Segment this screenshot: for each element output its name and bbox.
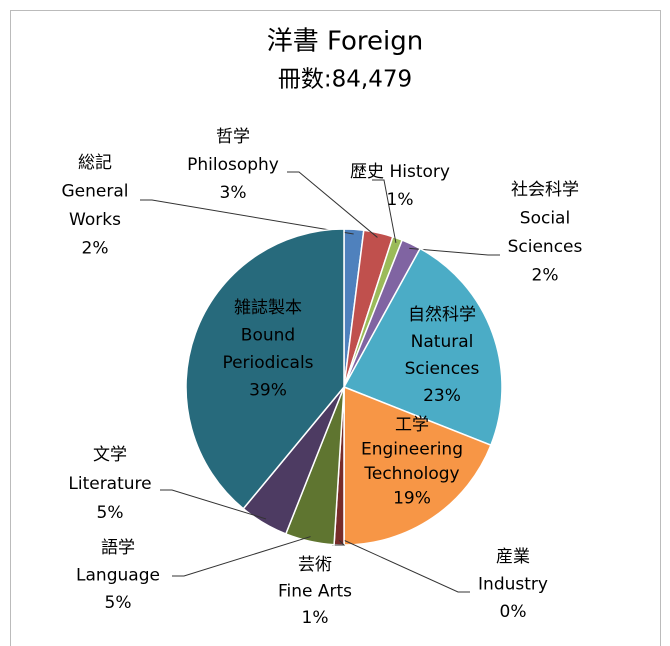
slice-label: 雑誌製本 xyxy=(234,298,302,318)
slice-value-label: 5% xyxy=(105,593,132,613)
slice-label: Industry xyxy=(478,575,548,595)
chart-title: 洋書 Foreign xyxy=(267,27,424,57)
slice-label: 芸術 xyxy=(298,555,332,575)
leader-line xyxy=(172,536,311,577)
slice-value-label: 1% xyxy=(387,190,414,210)
slice-label: 文学 xyxy=(93,445,127,465)
slice-label: 工学 xyxy=(395,415,429,435)
pie-slice xyxy=(185,228,345,510)
slice-value-label: 39% xyxy=(249,381,287,401)
pie-slice xyxy=(343,385,492,546)
leader-line xyxy=(372,179,397,243)
slice-label: 語学 xyxy=(101,538,135,558)
slice-label: 総記 xyxy=(78,153,112,173)
leader-line xyxy=(287,171,378,238)
slice-label: 社会科学 xyxy=(511,180,579,200)
slice-label: Periodicals xyxy=(222,353,313,373)
slice-label: Sciences xyxy=(508,237,583,257)
slice-label: Social xyxy=(520,209,570,229)
slice-label: 産業 xyxy=(496,547,530,567)
slice-label: General xyxy=(62,182,129,202)
slice-label: Works xyxy=(69,210,121,230)
leader-line xyxy=(332,539,346,546)
slice-label: 歴史 History xyxy=(350,162,450,182)
chart-subtitle: 冊数:84,479 xyxy=(278,67,412,93)
slice-label: Philosophy xyxy=(187,155,279,175)
slice-value-label: 2% xyxy=(532,266,559,286)
slice-value-label: 1% xyxy=(302,608,329,628)
slice-value-label: 3% xyxy=(220,183,247,203)
slice-label: Engineering xyxy=(361,440,463,460)
pie-slice xyxy=(342,247,503,447)
slice-label: Language xyxy=(76,566,160,586)
slice-label: Sciences xyxy=(405,359,480,379)
slice-value-label: 19% xyxy=(393,489,431,509)
leader-line xyxy=(409,247,500,256)
leader-line xyxy=(140,199,354,235)
slice-label: Bound xyxy=(241,326,295,346)
slice-value-label: 23% xyxy=(423,386,461,406)
slice-label: Technology xyxy=(363,464,459,484)
slice-label: 哲学 xyxy=(216,127,250,147)
leader-line xyxy=(343,539,470,593)
slice-label: Literature xyxy=(68,474,151,494)
slice-value-label: 0% xyxy=(500,602,527,622)
slice-label: 自然科学 xyxy=(408,305,476,325)
slice-label: Fine Arts xyxy=(278,582,352,602)
leader-line xyxy=(160,489,267,520)
slice-value-label: 2% xyxy=(82,239,109,259)
slice-value-label: 5% xyxy=(97,503,124,523)
slice-label: Natural xyxy=(411,332,474,352)
